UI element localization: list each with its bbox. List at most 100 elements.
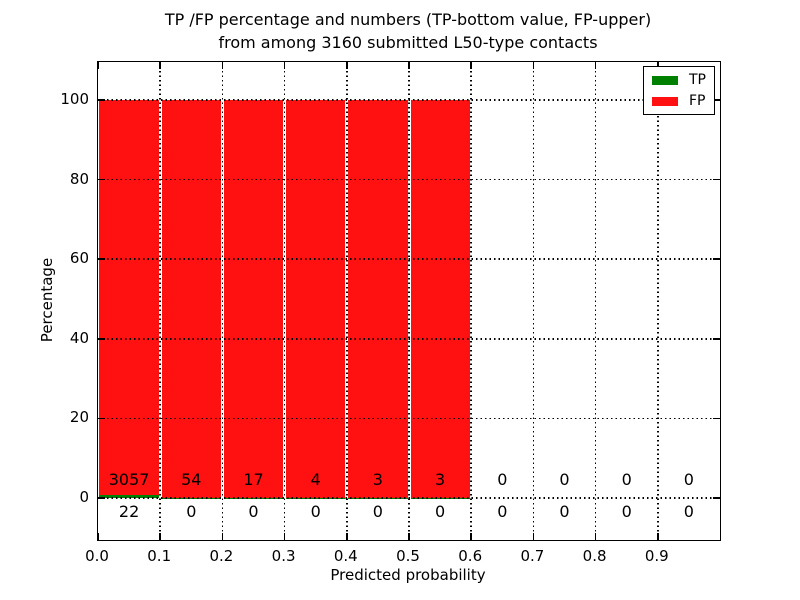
x-tick-mark	[283, 62, 286, 69]
plot-area: TP FP 3057 22 54 0 17 0 4 0 3 0 3 0 0 0 0 0 0 0 0 0	[97, 61, 721, 541]
fp-bar	[347, 100, 408, 498]
gridline-h	[98, 417, 720, 420]
gridline-h	[98, 99, 720, 101]
x-tick-mark	[470, 533, 472, 540]
x-tick-mark	[346, 533, 348, 540]
gridline-v	[159, 62, 161, 540]
x-tick-mark	[594, 62, 597, 69]
fp-count-label: 3057	[108, 470, 150, 489]
tp-count-label: 0	[248, 502, 259, 521]
x-tick-label: 0.1	[147, 547, 172, 565]
x-tick-label: 0.7	[520, 547, 545, 565]
x-tick-label: 0.2	[209, 547, 234, 565]
tp-legend-label: TP	[689, 72, 706, 88]
x-tick-mark	[283, 533, 286, 540]
x-tick-mark	[159, 62, 161, 69]
gridline-h	[98, 178, 720, 181]
x-axis-title: Predicted probability	[330, 566, 486, 584]
tp-count-label: 22	[118, 502, 140, 521]
gridline-v	[408, 62, 410, 540]
x-tick-mark	[408, 533, 410, 540]
gridline-v-gap	[220, 62, 224, 540]
fp-count-label: 3	[372, 470, 383, 489]
gridline-v	[221, 62, 224, 540]
fp-count-label: 0	[683, 470, 694, 489]
x-tick-label: 0.5	[396, 547, 420, 565]
x-tick-mark	[470, 62, 472, 69]
x-tick-label: 0.4	[333, 547, 358, 565]
gridline-v	[594, 62, 597, 540]
y-tick-mark	[98, 99, 105, 101]
fp-bar	[410, 100, 471, 498]
tp-bar	[99, 495, 160, 498]
gridline-v-gap	[158, 62, 162, 540]
x-tick-mark	[98, 533, 99, 540]
y-tick-mark	[98, 338, 105, 340]
fp-bar	[285, 100, 346, 498]
fp-count-label: 17	[243, 470, 264, 489]
y-tick-mark	[713, 99, 720, 101]
gridline-v-gap	[531, 62, 535, 540]
fp-legend-label: FP	[689, 93, 706, 109]
y-tick-mark	[713, 258, 720, 260]
x-tick-mark	[594, 533, 597, 540]
x-tick-label: 0.3	[271, 547, 296, 565]
fp-count-label: 4	[310, 470, 321, 489]
legend: TP FP	[643, 66, 715, 115]
y-tick-mark	[713, 178, 720, 181]
y-tick-mark	[98, 417, 105, 420]
x-tick-mark	[532, 62, 535, 69]
x-tick-label: 0.6	[458, 547, 483, 565]
chart-title-line1: TP /FP percentage and numbers (TP-bottom…	[164, 10, 652, 29]
fp-bar	[223, 100, 284, 498]
y-tick-label: 100	[60, 90, 89, 108]
tp-count-label: 0	[435, 502, 446, 521]
y-tick-label: 60	[69, 249, 89, 268]
x-tick-mark	[159, 533, 161, 540]
y-tick-mark	[98, 497, 105, 499]
gridline-v	[283, 62, 286, 540]
x-tick-label: 0.0	[85, 547, 109, 565]
gridline-v-gap	[594, 62, 598, 540]
gridline-v	[470, 62, 472, 540]
fp-count-label: 0	[559, 470, 570, 489]
fp-count-label: 0	[497, 470, 508, 489]
y-tick-mark	[713, 417, 720, 420]
gridline-v	[532, 62, 535, 540]
x-tick-mark	[657, 62, 659, 69]
tp-swatch-icon	[652, 75, 678, 85]
gridline-v-gap	[407, 62, 411, 540]
x-tick-mark	[221, 62, 224, 69]
fp-count-label: 54	[181, 470, 202, 489]
fp-swatch-icon	[652, 96, 678, 106]
legend-item-tp: TP	[652, 73, 706, 87]
gridline-v-gap	[469, 62, 473, 540]
fp-count-label: 3	[435, 470, 446, 489]
legend-item-fp: FP	[652, 94, 706, 108]
x-tick-mark	[98, 62, 99, 69]
y-tick-mark	[98, 178, 105, 181]
tp-count-label: 0	[372, 502, 383, 521]
x-tick-label: 0.9	[644, 547, 669, 565]
x-tick-mark	[346, 62, 348, 69]
fp-bar	[99, 100, 160, 496]
gridline-v-gap	[283, 62, 287, 540]
fp-count-label: 0	[621, 470, 632, 489]
tp-count-label: 0	[559, 502, 570, 521]
x-tick-mark	[532, 533, 535, 540]
gridline-v-gap	[656, 62, 660, 540]
gridline-h	[98, 338, 720, 340]
y-tick-label: 80	[69, 169, 89, 188]
gridline-v-gap	[345, 62, 349, 540]
x-tick-mark	[221, 533, 224, 540]
tp-count-label: 0	[497, 502, 508, 521]
tp-count-label: 0	[621, 502, 632, 521]
y-tick-label: 40	[69, 328, 89, 347]
gridline-h	[98, 258, 720, 260]
y-tick-mark	[98, 258, 105, 260]
gridline-v	[346, 62, 348, 540]
y-tick-label: 20	[69, 408, 89, 427]
x-tick-mark	[408, 62, 410, 69]
x-tick-mark	[657, 533, 659, 540]
